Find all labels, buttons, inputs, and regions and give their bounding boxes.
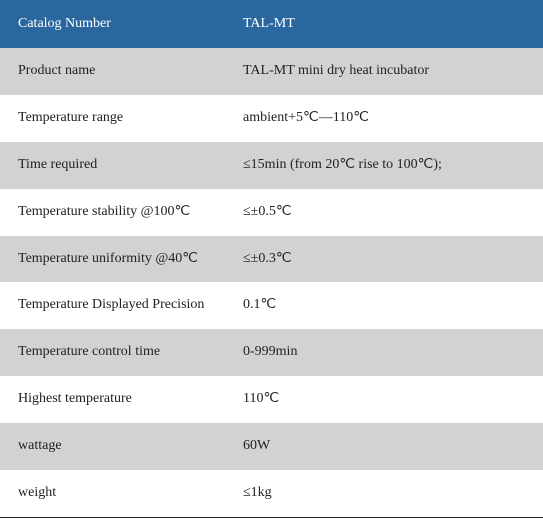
table-row: Temperature control time 0-999min [0, 329, 543, 376]
spec-label: Product name [0, 48, 225, 95]
table-row: Temperature uniformity @40℃ ≤±0.3℃ [0, 236, 543, 283]
table-row: Temperature Displayed Precision 0.1℃ [0, 282, 543, 329]
spec-label: Time required [0, 142, 225, 189]
table-row: Highest temperature 110℃ [0, 376, 543, 423]
spec-label: Temperature control time [0, 329, 225, 376]
spec-value: ≤±0.3℃ [225, 236, 543, 283]
header-catalog-number: Catalog Number [0, 0, 225, 48]
spec-value: ambient+5℃—110℃ [225, 95, 543, 142]
table-row: Temperature stability @100℃ ≤±0.5℃ [0, 189, 543, 236]
spec-value: 60W [225, 423, 543, 470]
spec-value: 110℃ [225, 376, 543, 423]
spec-value: TAL-MT mini dry heat incubator [225, 48, 543, 95]
table-header-row: Catalog Number TAL-MT [0, 0, 543, 48]
header-model: TAL-MT [225, 0, 543, 48]
spec-table: Catalog Number TAL-MT Product name TAL-M… [0, 0, 543, 518]
table-row: weight ≤1kg [0, 470, 543, 517]
spec-label: wattage [0, 423, 225, 470]
spec-label: Temperature stability @100℃ [0, 189, 225, 236]
spec-value: ≤1kg [225, 470, 543, 517]
spec-value: ≤15min (from 20℃ rise to 100℃); [225, 142, 543, 189]
spec-label: Temperature uniformity @40℃ [0, 236, 225, 283]
table-body: Product name TAL-MT mini dry heat incuba… [0, 48, 543, 517]
table-row: wattage 60W [0, 423, 543, 470]
spec-label: Temperature range [0, 95, 225, 142]
table-row: Time required ≤15min (from 20℃ rise to 1… [0, 142, 543, 189]
spec-label: Temperature Displayed Precision [0, 282, 225, 329]
spec-label: weight [0, 470, 225, 517]
table-row: Temperature range ambient+5℃—110℃ [0, 95, 543, 142]
spec-value: 0-999min [225, 329, 543, 376]
spec-value: ≤±0.5℃ [225, 189, 543, 236]
table-row: Product name TAL-MT mini dry heat incuba… [0, 48, 543, 95]
spec-label: Highest temperature [0, 376, 225, 423]
spec-value: 0.1℃ [225, 282, 543, 329]
